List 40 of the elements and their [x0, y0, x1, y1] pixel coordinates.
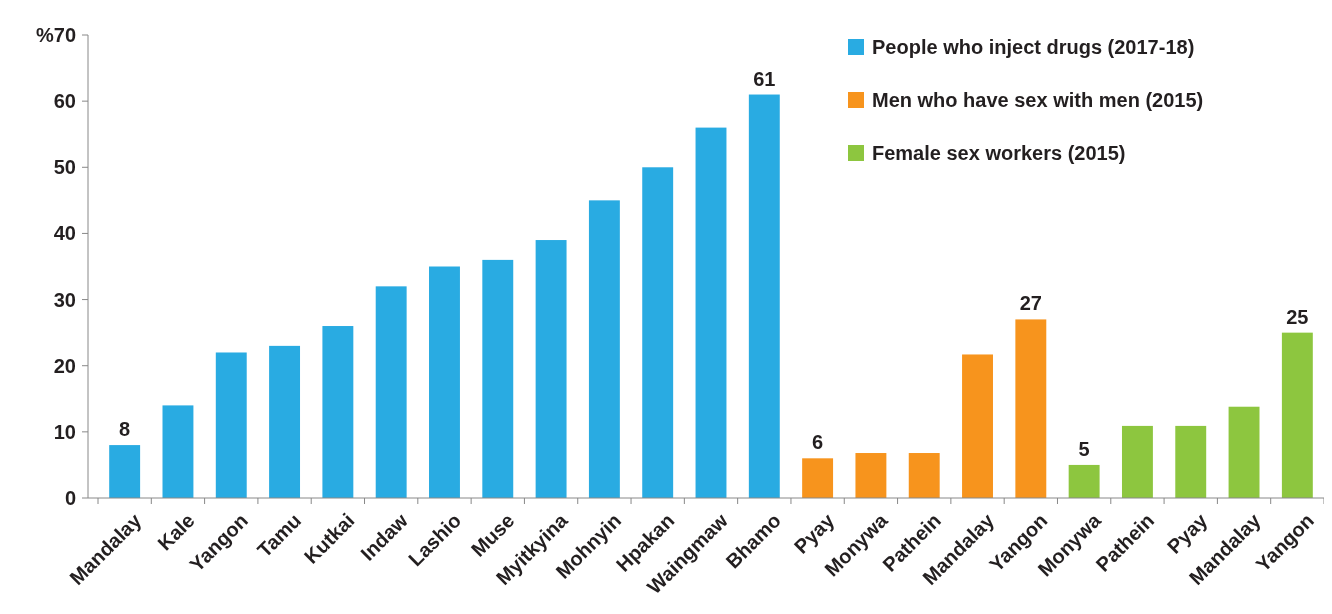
bar [535, 240, 567, 498]
data-label: 5 [1078, 437, 1090, 460]
bar [482, 259, 514, 498]
bar [269, 345, 301, 498]
legend-label: Men who have sex with men (2015) [872, 89, 1204, 111]
bar [375, 286, 407, 498]
bar [109, 445, 141, 498]
bar [642, 167, 674, 498]
bar [1228, 406, 1260, 498]
bar [215, 352, 247, 498]
y-tick-label: 50 [53, 156, 76, 179]
data-label: 61 [753, 67, 776, 90]
bar [162, 405, 194, 498]
y-tick-label: 20 [53, 354, 76, 377]
bar [1068, 464, 1100, 498]
bar [908, 453, 940, 498]
bar [1281, 332, 1313, 498]
bar [802, 458, 834, 498]
y-tick-label: 0 [64, 487, 76, 509]
y-tick-label: %70 [35, 24, 76, 46]
y-tick-label: 40 [53, 222, 76, 245]
data-label: 27 [1019, 292, 1042, 315]
data-label: 25 [1286, 305, 1309, 328]
bar [588, 200, 620, 498]
y-tick-label: 30 [53, 288, 76, 311]
bar [855, 453, 887, 498]
legend-label: People who inject drugs (2017-18) [872, 36, 1195, 58]
legend-label: Female sex workers (2015) [872, 142, 1126, 164]
bar [1175, 425, 1207, 498]
bar [322, 326, 354, 498]
bar [962, 354, 993, 498]
data-label: 6 [812, 431, 824, 454]
bar [748, 94, 780, 498]
bar [1015, 319, 1047, 498]
data-label: 8 [119, 418, 131, 441]
bar [429, 266, 460, 498]
y-tick-label: 10 [53, 420, 76, 443]
y-tick-label: 60 [53, 90, 76, 113]
bar [695, 127, 727, 498]
bar [1121, 425, 1153, 498]
